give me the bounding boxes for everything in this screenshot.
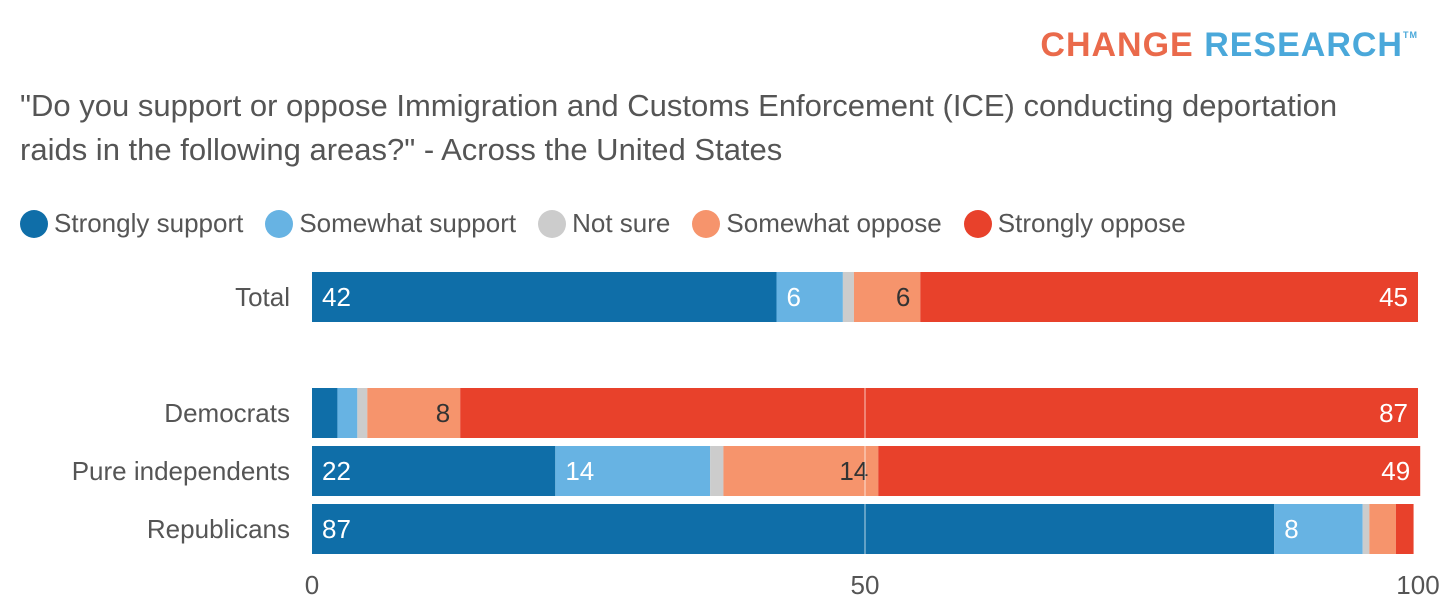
- bar-segment: [367, 388, 461, 438]
- bar-segment: [312, 388, 338, 438]
- bar-segment: [776, 272, 843, 322]
- data-label: 6: [896, 282, 910, 312]
- category-label: Republicans: [147, 514, 290, 544]
- legend-swatch: [692, 209, 721, 238]
- data-label: 14: [839, 456, 868, 486]
- data-label: 14: [565, 456, 594, 486]
- legend-swatch: [265, 209, 294, 238]
- bar-segment: [710, 446, 724, 496]
- x-tick-label: 100: [1396, 570, 1439, 600]
- bar-segment: [920, 272, 1418, 322]
- bar-segment: [337, 388, 358, 438]
- bar-segment: [460, 388, 1419, 438]
- legend-item: Somewhat support: [265, 208, 516, 239]
- brand-name-change: CHANGE: [1040, 26, 1194, 64]
- trademark-mark: TM: [1403, 30, 1418, 40]
- data-label: 42: [322, 282, 351, 312]
- bar-segment: [1362, 504, 1370, 554]
- legend-item: Strongly support: [20, 208, 243, 239]
- bar-segment: [312, 504, 1275, 554]
- x-tick-label: 0: [305, 570, 319, 600]
- legend-label: Strongly support: [54, 208, 244, 238]
- bar-segment: [357, 388, 368, 438]
- data-label: 8: [1284, 514, 1298, 544]
- chart-legend: Strongly support Somewhat support Not sure…: [20, 208, 1208, 239]
- brand-name-research: RESEARCH: [1204, 26, 1403, 64]
- bar-segment: [312, 272, 777, 322]
- bar-segment: [853, 272, 921, 322]
- legend-swatch: [20, 209, 48, 238]
- bar-segment: [842, 272, 854, 322]
- legend-item: Strongly oppose: [963, 208, 1186, 239]
- data-label: 49: [1381, 456, 1410, 486]
- bar-segment: [1395, 504, 1414, 554]
- legend-label: Somewhat oppose: [726, 208, 942, 238]
- legend-label: Strongly oppose: [997, 208, 1186, 238]
- category-label: Total: [235, 282, 290, 312]
- data-label: 6: [787, 282, 801, 312]
- x-tick-label: 50: [851, 570, 880, 600]
- data-label: 45: [1379, 282, 1408, 312]
- brand-logo: CHANGE RESEARCHTM: [1040, 26, 1418, 65]
- category-label: Democrats: [164, 398, 290, 428]
- bar-segment: [312, 446, 556, 496]
- data-label: 87: [1379, 398, 1408, 428]
- chart-title: "Do you support or oppose Immigration an…: [20, 88, 1338, 167]
- bar-segment: [878, 446, 1421, 496]
- data-label: 87: [322, 514, 351, 544]
- bar-segment: [1369, 504, 1396, 554]
- legend-item: Somewhat oppose: [692, 208, 942, 239]
- category-label: Pure independents: [72, 456, 290, 486]
- legend-label: Not sure: [572, 208, 671, 238]
- bar-segment: [555, 446, 711, 496]
- bar-segment: [723, 446, 879, 496]
- data-label: 8: [436, 398, 450, 428]
- legend-swatch: [963, 209, 992, 238]
- bar-segment: [1274, 504, 1363, 554]
- legend-label: Somewhat support: [299, 208, 517, 238]
- data-label: 22: [322, 456, 351, 486]
- legend-item: Not sure: [538, 208, 670, 239]
- legend-swatch: [538, 209, 567, 238]
